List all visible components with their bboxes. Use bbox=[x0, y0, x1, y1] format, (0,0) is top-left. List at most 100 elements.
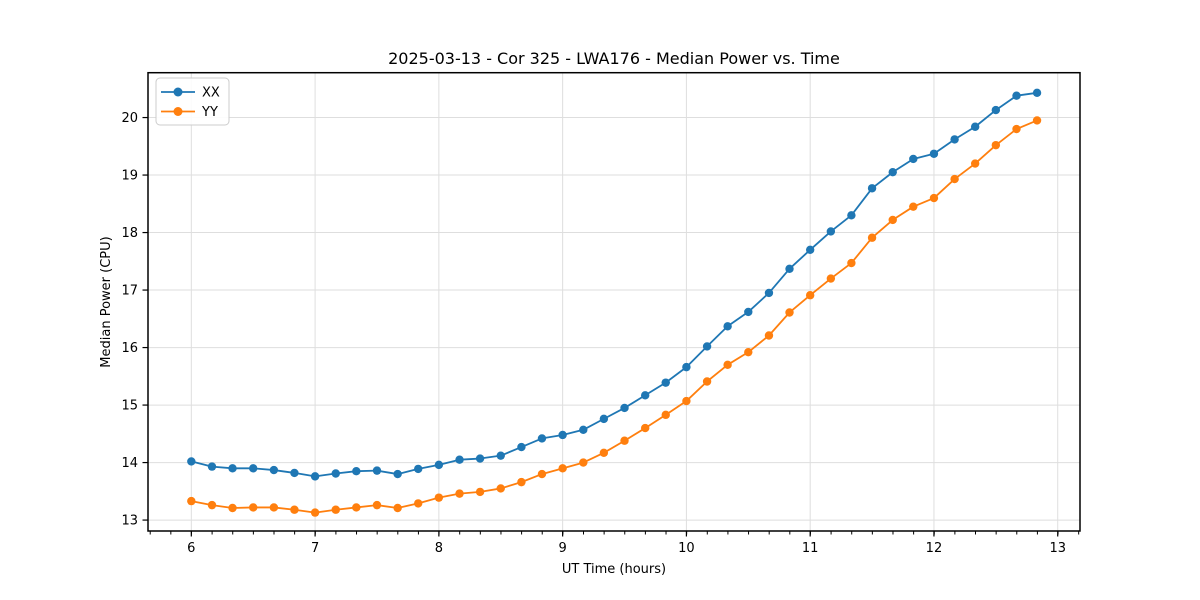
series-yy-data-point bbox=[228, 503, 237, 513]
series-yy-data-point bbox=[702, 377, 712, 386]
series-yy-data-point bbox=[1012, 124, 1021, 134]
series-yy-data-point bbox=[1032, 116, 1042, 125]
series-xx-data-point bbox=[290, 468, 299, 478]
series-yy-data-point bbox=[826, 274, 836, 283]
tick-labels: 6 7 8 9 10 11 12 13 13 14 15 16 17 18 19 20 bbox=[121, 111, 1066, 556]
y-tick-label: 18 bbox=[121, 226, 138, 241]
series-yy-data-point bbox=[352, 503, 361, 512]
series-yy-data-point bbox=[269, 503, 279, 512]
series-yy-data-point bbox=[929, 193, 939, 203]
x-tick-label: 10 bbox=[678, 541, 695, 556]
series-xx-data-point bbox=[991, 105, 1001, 115]
y-tick-label: 14 bbox=[121, 456, 138, 471]
series-xx-data-point bbox=[599, 414, 609, 424]
series-yy-data-point bbox=[640, 423, 650, 433]
y-tick-label: 13 bbox=[121, 514, 138, 529]
series-xx-data-point bbox=[1032, 88, 1042, 98]
series-yy-data-point bbox=[537, 469, 547, 479]
series-xx-data-point bbox=[805, 245, 815, 255]
series-yy-data-point bbox=[909, 202, 918, 211]
series-yy-data-point bbox=[805, 291, 815, 300]
series-xx-data-point bbox=[187, 457, 196, 466]
series-xx-line bbox=[190, 91, 1038, 478]
series-xx-data-point bbox=[970, 122, 980, 131]
series-yy-data-point bbox=[579, 458, 588, 467]
series-xx-data-point bbox=[888, 167, 897, 177]
series-xx-data-point bbox=[929, 149, 939, 158]
chart-title: 2025-03-13 - Cor 325 - LWA176 - Median P… bbox=[388, 49, 840, 68]
series-yy-data-point bbox=[475, 487, 485, 497]
y-tick-label: 20 bbox=[121, 111, 138, 126]
series-xx-data-point bbox=[517, 442, 526, 452]
series-xx-data-point bbox=[785, 264, 794, 273]
series-xx-data-point bbox=[228, 464, 237, 473]
x-tick-label: 11 bbox=[802, 541, 819, 556]
plot-border bbox=[147, 71, 1081, 532]
series-xx-data-point bbox=[1012, 91, 1021, 100]
series-xx-data-point bbox=[723, 322, 732, 331]
series-xx-data-point bbox=[826, 227, 836, 236]
series-yy-data-point bbox=[723, 360, 732, 370]
series-xx-data-point bbox=[661, 378, 670, 387]
series-yy-data-point bbox=[496, 484, 505, 493]
series-xx-data-point bbox=[475, 454, 485, 463]
series-yy-data-point bbox=[517, 477, 526, 487]
legend-marker-xx-icon bbox=[173, 87, 183, 97]
axes bbox=[142, 71, 1081, 537]
series-yy-data-point bbox=[599, 448, 609, 457]
series-xx-data-point bbox=[393, 469, 402, 479]
legend-marker-yy-icon bbox=[173, 107, 183, 116]
series-xx-data-point bbox=[352, 466, 361, 476]
series-xx-data-point bbox=[331, 469, 340, 478]
x-tick-label: 7 bbox=[311, 541, 319, 556]
series-xx-data-point bbox=[579, 425, 588, 434]
x-tick-label: 9 bbox=[558, 541, 566, 556]
y-tick-label: 16 bbox=[121, 341, 138, 356]
series-yy-data-point bbox=[682, 396, 691, 406]
series-xx-data-point bbox=[764, 288, 774, 298]
series-yy-data-point bbox=[249, 503, 258, 512]
series-yy-data-point bbox=[187, 496, 196, 506]
series-yy-data-point bbox=[785, 308, 794, 317]
series-xx-data-point bbox=[702, 342, 712, 351]
series-yy-data-point bbox=[290, 505, 299, 514]
series-xx-data-point bbox=[269, 465, 279, 475]
series-xx-data-point bbox=[682, 362, 691, 372]
series-xx-data-point bbox=[413, 464, 423, 474]
series-xx-data-point bbox=[249, 464, 258, 473]
series-yy-data-point bbox=[744, 347, 753, 357]
series-xx-data-point bbox=[537, 434, 547, 443]
series-yy-data-point bbox=[393, 503, 402, 513]
series-xx-data-point bbox=[455, 455, 464, 464]
x-tick-label: 13 bbox=[1049, 541, 1066, 556]
series-yy-data-point bbox=[413, 499, 423, 508]
series-yy-data-point bbox=[867, 233, 877, 242]
series-yy-line bbox=[190, 119, 1038, 514]
series-yy-data-point bbox=[331, 505, 340, 514]
series-yy-data-point bbox=[207, 500, 217, 510]
series-xx-data-point bbox=[496, 451, 505, 460]
series-xx-data-point bbox=[558, 430, 567, 440]
y-tick-label: 15 bbox=[121, 399, 138, 414]
series-xx-data-point bbox=[950, 135, 959, 144]
series-yy-data-point bbox=[310, 508, 320, 517]
series-xx-data-point bbox=[909, 154, 918, 164]
y-tick-label: 17 bbox=[121, 284, 138, 299]
series-xx-data-point bbox=[372, 466, 382, 475]
y-tick-label: 19 bbox=[121, 169, 138, 184]
series-xx-data-point bbox=[310, 472, 320, 481]
series-yy-data-point bbox=[991, 140, 1001, 150]
x-tick-label: 12 bbox=[926, 541, 943, 556]
legend-label-xx: XX bbox=[202, 86, 220, 101]
series-yy-data-point bbox=[847, 258, 856, 268]
y-axis-label: Median Power (CPU) bbox=[99, 236, 114, 367]
x-tick-label: 6 bbox=[187, 541, 195, 556]
series-yy-data-point bbox=[620, 436, 629, 445]
legend-label-yy: YY bbox=[201, 105, 218, 120]
series-yy-data-point bbox=[372, 500, 382, 510]
series-yy-data-point bbox=[558, 464, 567, 473]
series-yy-data-point bbox=[970, 159, 980, 168]
data-series bbox=[187, 88, 1042, 517]
